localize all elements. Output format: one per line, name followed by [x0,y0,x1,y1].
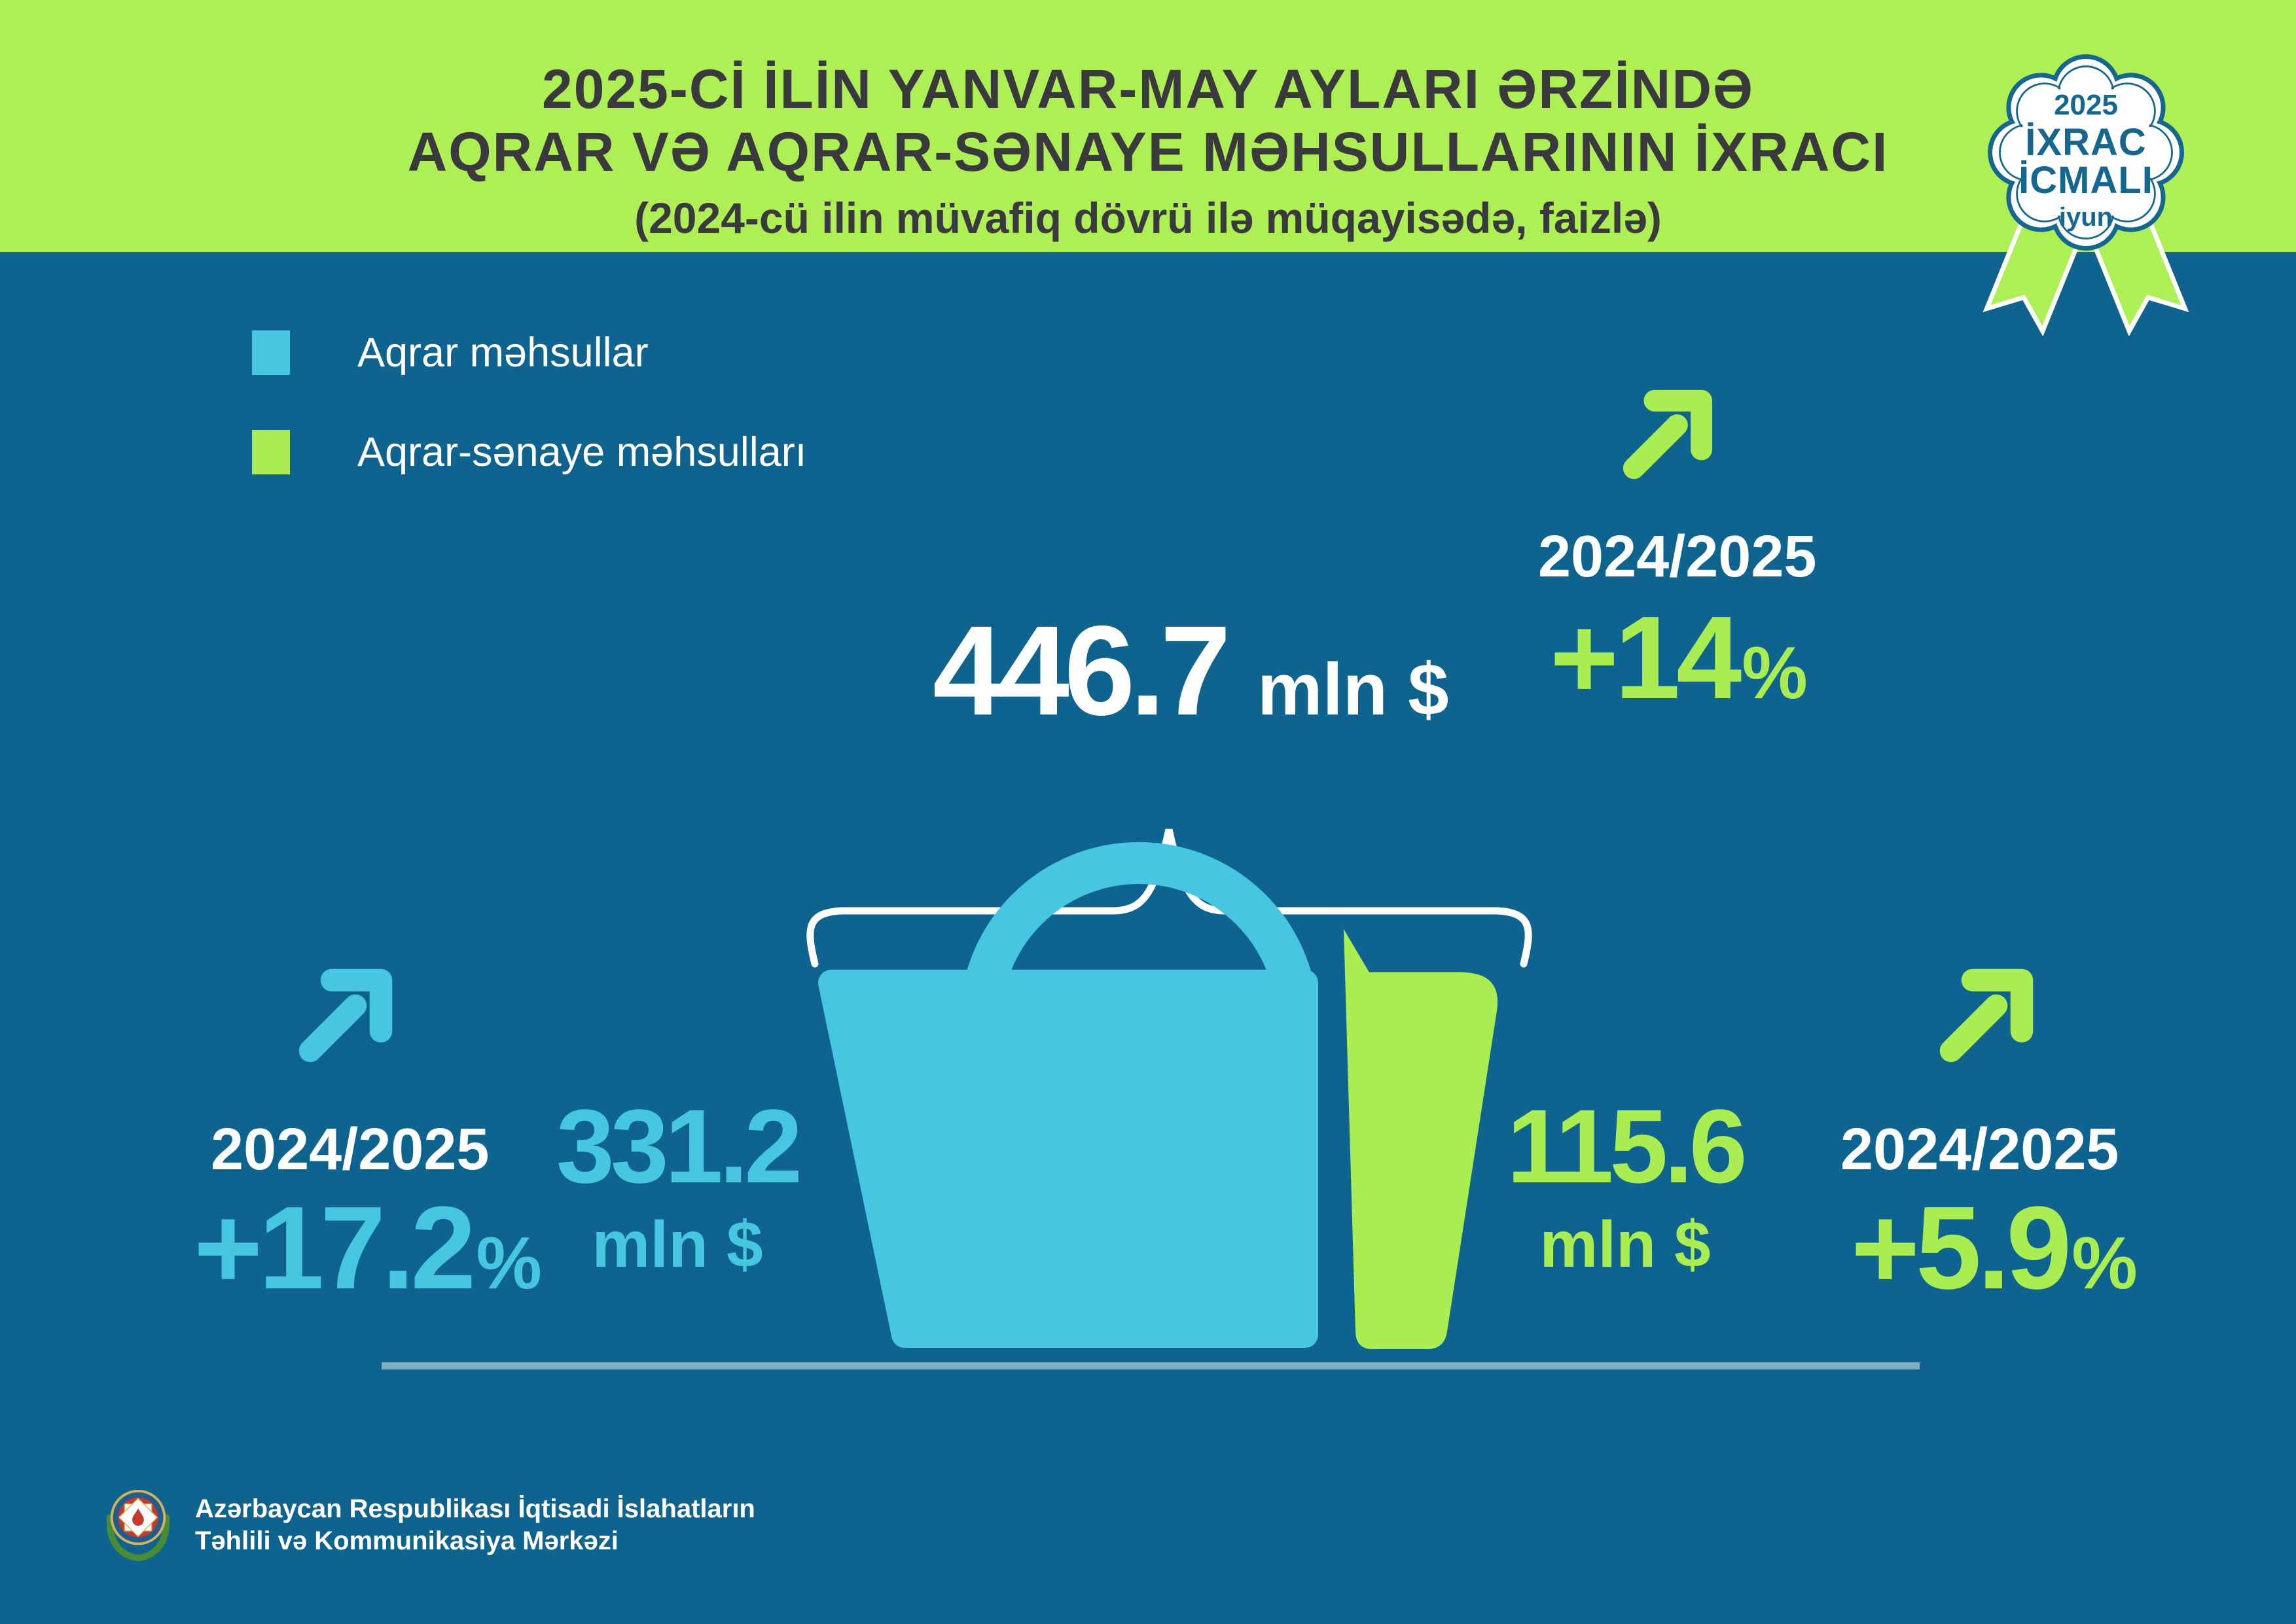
ground-line [382,1362,1920,1369]
page-title-line2: AQRAR VƏ AQRAR-SƏNAYE MƏHSULLARININ İXRA… [407,121,1889,183]
legend-swatch-agrar [252,330,290,375]
industry-value-unit: mln $ [1539,1208,1711,1281]
agrar-value-number: 331.2 [556,1087,802,1205]
legend-label-agrar: Aqrar məhsullar [357,330,649,376]
legend-item-agrar-senaye: Aqrar-sənaye məhsulları [252,429,806,476]
bag-body-agrar [818,970,1318,1348]
organization-name: Azərbaycan Respublikası İqtisadi İslahat… [195,1493,755,1557]
legend-swatch-agrar-senaye [252,430,290,474]
badge-title-line2: İCMALI [2018,159,2153,202]
page-title-line1: 2025-Cİ İLİN YANVAR-MAY AYLARI ƏRZİNDƏ [542,58,1754,120]
total-export-value: 446.7 mln $ [933,607,1449,735]
total-value-number: 446.7 [933,599,1231,742]
agrar-growth-period: 2024/2025 [211,1117,490,1182]
legend-item-agrar: Aqrar məhsullar [252,329,649,376]
industry-value-number: 115.6 [1507,1087,1748,1205]
shopping-bag-graphic [382,828,1920,1369]
legend-label-agrar-senaye: Aqrar-sənaye məhsulları [357,429,807,475]
trend-up-icon-total [1611,378,1724,491]
page-title-line3: (2024-cü ilin müvafiq dövrü ilə müqayisə… [634,194,1662,242]
badge-year: 2025 [2054,89,2118,121]
total-growth-percent-sign: % [1742,631,1808,714]
trend-up-icon-industry [1928,957,2045,1074]
total-growth-number: +14 [1550,592,1742,724]
agrar-growth-value: +17.2 % [194,1190,542,1307]
curly-brace [806,828,1532,968]
state-emblem-logo [99,1484,177,1562]
industry-growth-percent-sign: % [2072,1222,2138,1304]
organization-name-line1: Azərbaycan Respublikası İqtisadi İslahat… [195,1494,755,1523]
industry-growth-number: +5.9 [1851,1182,2072,1314]
agrar-growth-number: +17.2 [194,1182,476,1314]
award-badge-graphic: 2025 İXRAC İCMALI iyun [1982,54,2189,337]
header-banner [0,0,2296,252]
agrar-growth-percent-sign: % [476,1222,542,1304]
total-value-unit: mln $ [1257,648,1449,730]
badge-month: iyun [2059,203,2113,232]
award-badge: 2025 İXRAC İCMALI iyun [1981,54,2191,337]
total-growth-value: +14 % [1550,599,1808,717]
industry-growth-period: 2024/2025 [1840,1117,2119,1182]
page-title: 2025-Cİ İLİN YANVAR-MAY AYLARI ƏRZİNDƏ A… [0,58,2296,243]
industry-export-value: 115.6 mln $ [1484,1087,1766,1281]
bag-handle [960,842,1318,1022]
emblem-icon [106,1489,170,1562]
total-growth-period: 2024/2025 [1538,524,1817,590]
trend-up-icon-agrar [287,957,404,1074]
agrar-export-value: 331.2 mln $ [530,1087,825,1281]
badge-title-line1: İXRAC [2025,121,2146,164]
organization-name-line2: Təhlili və Kommunikasiya Mərkəzi [195,1527,619,1555]
agrar-value-unit: mln $ [592,1208,763,1281]
bag-slice-industry [1344,929,1498,1349]
industry-growth-value: +5.9 % [1851,1190,2138,1307]
